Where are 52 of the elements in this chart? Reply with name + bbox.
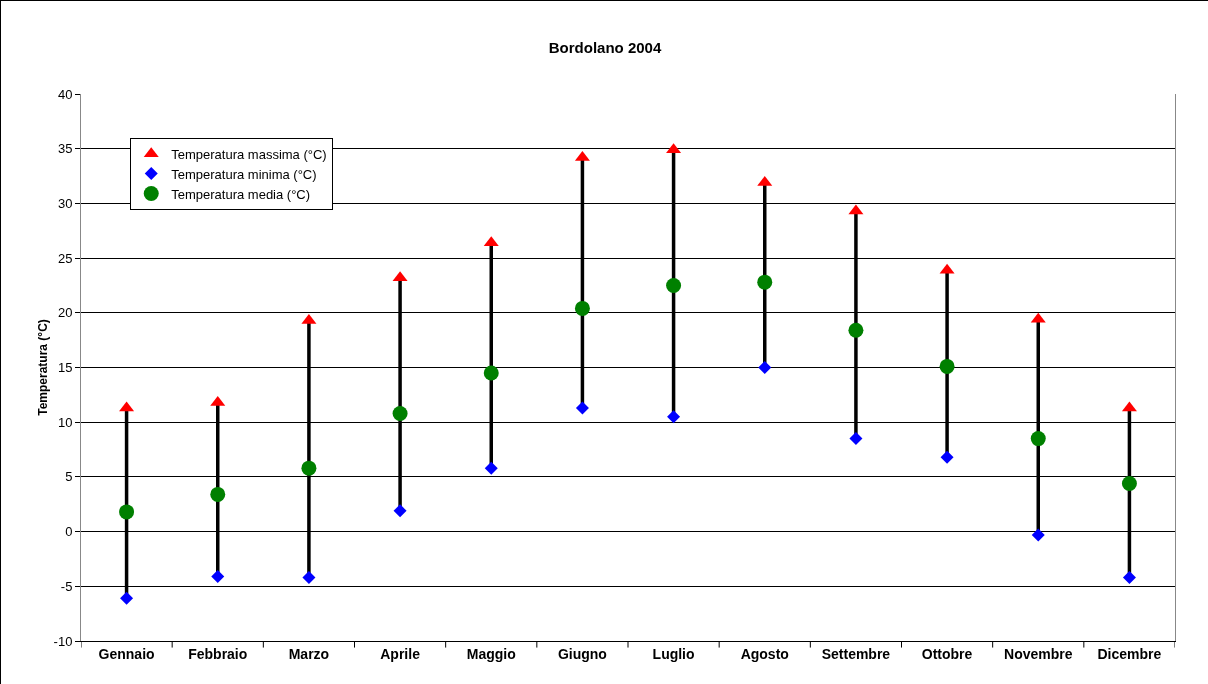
y-tick-label: 35: [57, 141, 73, 157]
y-tick-label: 10: [57, 414, 73, 430]
x-tick-label: Luglio: [652, 645, 695, 662]
x-tick-label: Gennaio: [98, 645, 155, 662]
x-tick-label: Ottobre: [921, 645, 973, 662]
point: [940, 450, 954, 464]
point: [484, 461, 498, 475]
point: [1030, 431, 1046, 447]
point: [392, 405, 408, 421]
point: [667, 410, 681, 424]
y-tick-label: 30: [57, 195, 73, 211]
x-tick-label: Marzo: [288, 645, 330, 662]
point: [1122, 571, 1136, 585]
point: [574, 300, 590, 316]
point: [211, 569, 225, 583]
point: [1031, 528, 1045, 542]
y-tick-label: 40: [57, 86, 73, 102]
point: [119, 504, 135, 520]
point: [120, 591, 134, 605]
legend-label: Temperatura media (°C): [171, 186, 311, 202]
legend-label: Temperatura massima (°C): [171, 146, 327, 162]
point: [301, 460, 317, 476]
point: [302, 571, 316, 585]
x-tick-label: Novembre: [1004, 645, 1073, 662]
y-tick-label: 20: [57, 305, 73, 321]
point: [849, 432, 863, 446]
x-tick-label: Giugno: [557, 645, 607, 662]
point: [575, 401, 589, 415]
point: [483, 365, 499, 381]
y-tick-label: 25: [57, 250, 73, 266]
legend-label: Temperatura minima (°C): [171, 166, 317, 182]
y-tick-label: -5: [60, 578, 73, 594]
y-tick-label: 0: [65, 524, 73, 540]
y-tick-label: -10: [53, 633, 73, 649]
y-tick-label: 15: [57, 360, 73, 376]
x-tick-label: Agosto: [740, 645, 789, 662]
point: [939, 358, 955, 374]
point: [848, 322, 864, 338]
point: [757, 274, 773, 290]
point: [393, 504, 407, 518]
chart-title: Bordolano 2004: [548, 38, 662, 56]
point: [666, 277, 682, 293]
point: [210, 486, 226, 502]
y-tick-label: 5: [65, 469, 73, 485]
x-tick-label: Aprile: [380, 645, 421, 662]
y-axis-title: Temperatura (°C): [36, 319, 50, 416]
x-tick-label: Dicembre: [1097, 645, 1162, 662]
point: [1121, 475, 1137, 491]
x-tick-label: Maggio: [466, 645, 516, 662]
x-tick-label: Febbraio: [188, 645, 248, 662]
point: [758, 361, 772, 374]
x-tick-label: Settembre: [821, 645, 891, 662]
